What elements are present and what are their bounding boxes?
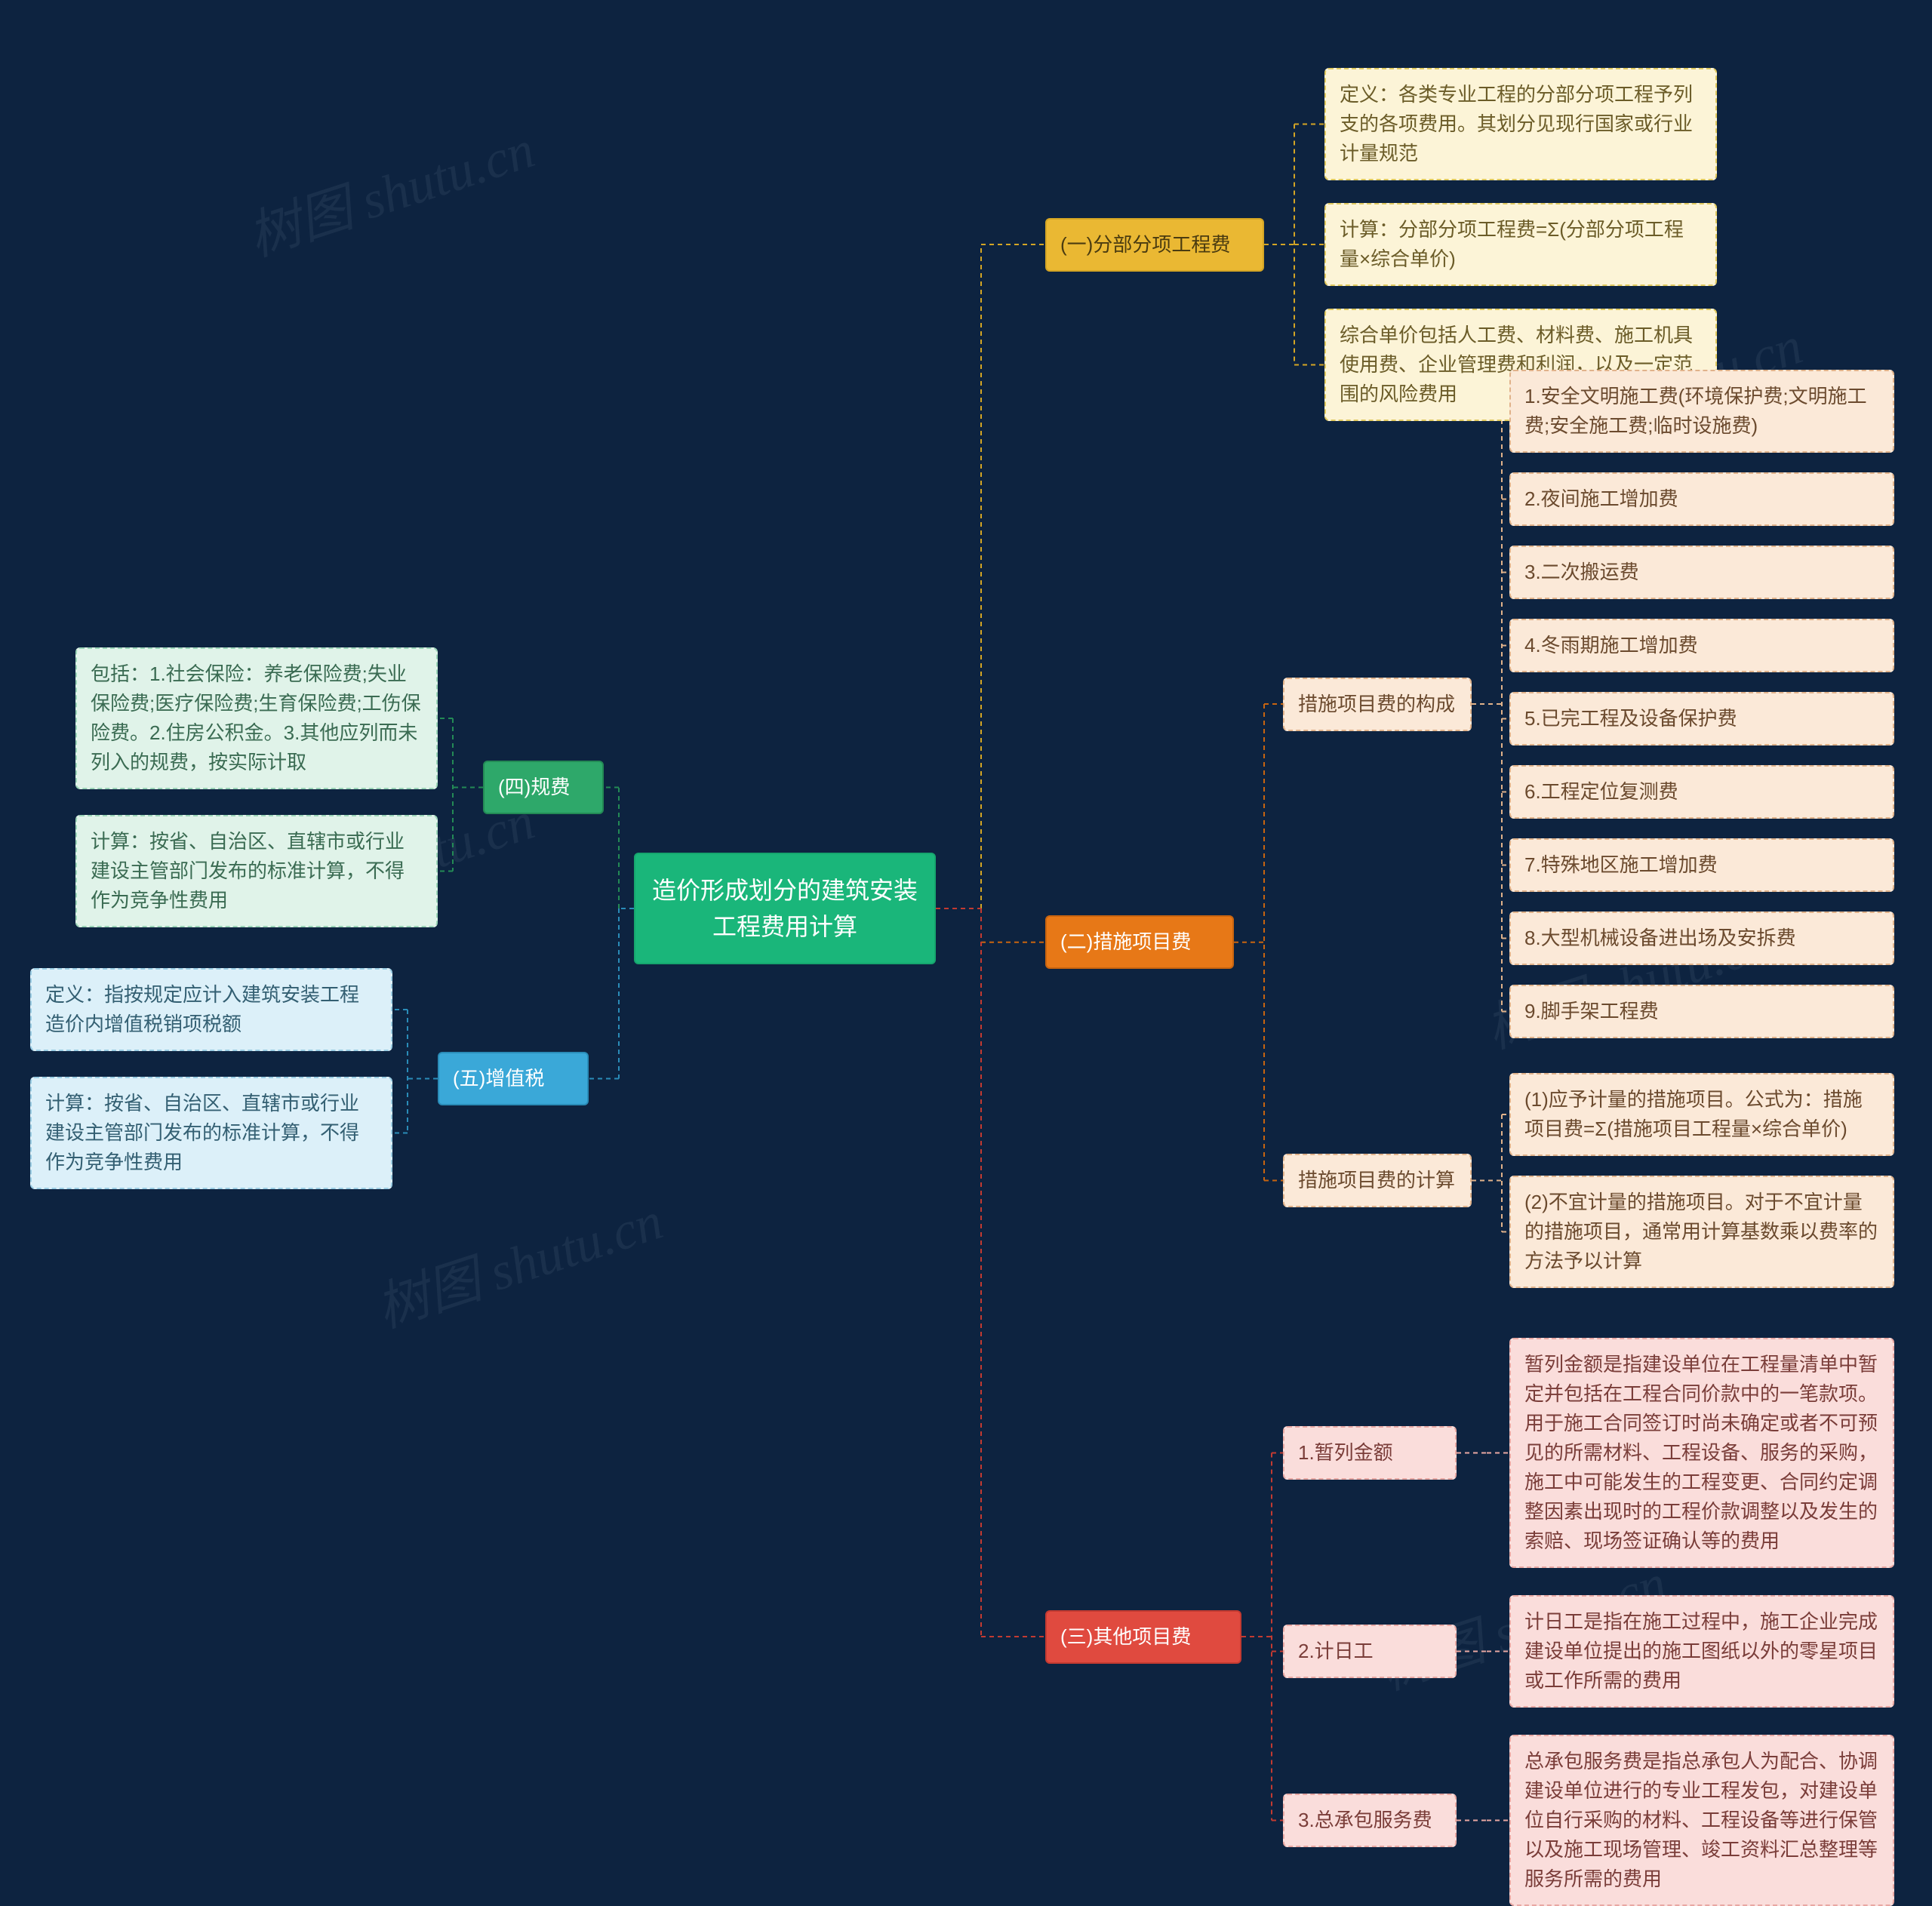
- r2-g1-item-0: 1.安全文明施工费(环境保护费;文明施工费;安全施工费;临时设施费): [1509, 370, 1894, 453]
- r2-g2-item-0: (1)应予计量的措施项目。公式为：措施项目费=Σ(措施项目工程量×综合单价): [1509, 1073, 1894, 1156]
- r2-g1-item-4: 5.已完工程及设备保护费: [1509, 692, 1894, 745]
- r3-leaf-1: 计日工是指在施工过程中，施工企业完成建设单位提出的施工图纸以外的零星项目或工作所…: [1509, 1595, 1894, 1708]
- r2-sub-2: 措施项目费的计算: [1283, 1154, 1472, 1207]
- branch-l1: (四)规费: [483, 761, 604, 814]
- l1-leaf-1: 计算：按省、自治区、直辖市或行业建设主管部门发布的标准计算，不得作为竞争性费用: [75, 815, 438, 927]
- l1-leaf-0: 包括：1.社会保险：养老保险费;失业保险费;医疗保险费;生育保险费;工伤保险费。…: [75, 647, 438, 789]
- r2-g1-item-5: 6.工程定位复测费: [1509, 765, 1894, 819]
- r3-leaf-2: 总承包服务费是指总承包人为配合、协调建设单位进行的专业工程发包，对建设单位自行采…: [1509, 1735, 1894, 1906]
- r2-g1-item-6: 7.特殊地区施工增加费: [1509, 838, 1894, 892]
- r2-g1-item-7: 8.大型机械设备进出场及安拆费: [1509, 911, 1894, 965]
- r2-g1-item-2: 3.二次搬运费: [1509, 546, 1894, 599]
- r2-g2-item-1: (2)不宜计量的措施项目。对于不宜计量的措施项目，通常用计算基数乘以费率的方法予…: [1509, 1176, 1894, 1288]
- branch-r1: (一)分部分项工程费: [1045, 218, 1264, 272]
- r3-sub-1: 2.计日工: [1283, 1625, 1457, 1678]
- r2-sub-1: 措施项目费的构成: [1283, 678, 1472, 731]
- root-node: 造价形成划分的建筑安装 工程费用计算: [634, 853, 936, 964]
- watermark: 树图 shutu.cn: [237, 107, 543, 271]
- r2-g1-item-8: 9.脚手架工程费: [1509, 985, 1894, 1038]
- branch-r3: (三)其他项目费: [1045, 1610, 1241, 1664]
- branch-l2: (五)增值税: [438, 1052, 589, 1105]
- watermark: 树图 shutu.cn: [365, 1179, 671, 1342]
- l2-leaf-0: 定义：指按规定应计入建筑安装工程造价内增值税销项税额: [30, 968, 392, 1051]
- r2-g1-item-1: 2.夜间施工增加费: [1509, 472, 1894, 526]
- r1-leaf-1: 计算：分部分项工程费=Σ(分部分项工程量×综合单价): [1324, 203, 1717, 286]
- r3-sub-0: 1.暂列金额: [1283, 1426, 1457, 1480]
- r3-sub-2: 3.总承包服务费: [1283, 1794, 1457, 1847]
- r1-leaf-0: 定义：各类专业工程的分部分项工程予列支的各项费用。其划分见现行国家或行业计量规范: [1324, 68, 1717, 180]
- r3-leaf-0: 暂列金额是指建设单位在工程量清单中暂定并包括在工程合同价款中的一笔款项。用于施工…: [1509, 1338, 1894, 1568]
- branch-r2: (二)措施项目费: [1045, 915, 1234, 969]
- l2-leaf-1: 计算：按省、自治区、直辖市或行业建设主管部门发布的标准计算，不得作为竞争性费用: [30, 1077, 392, 1189]
- r2-g1-item-3: 4.冬雨期施工增加费: [1509, 619, 1894, 672]
